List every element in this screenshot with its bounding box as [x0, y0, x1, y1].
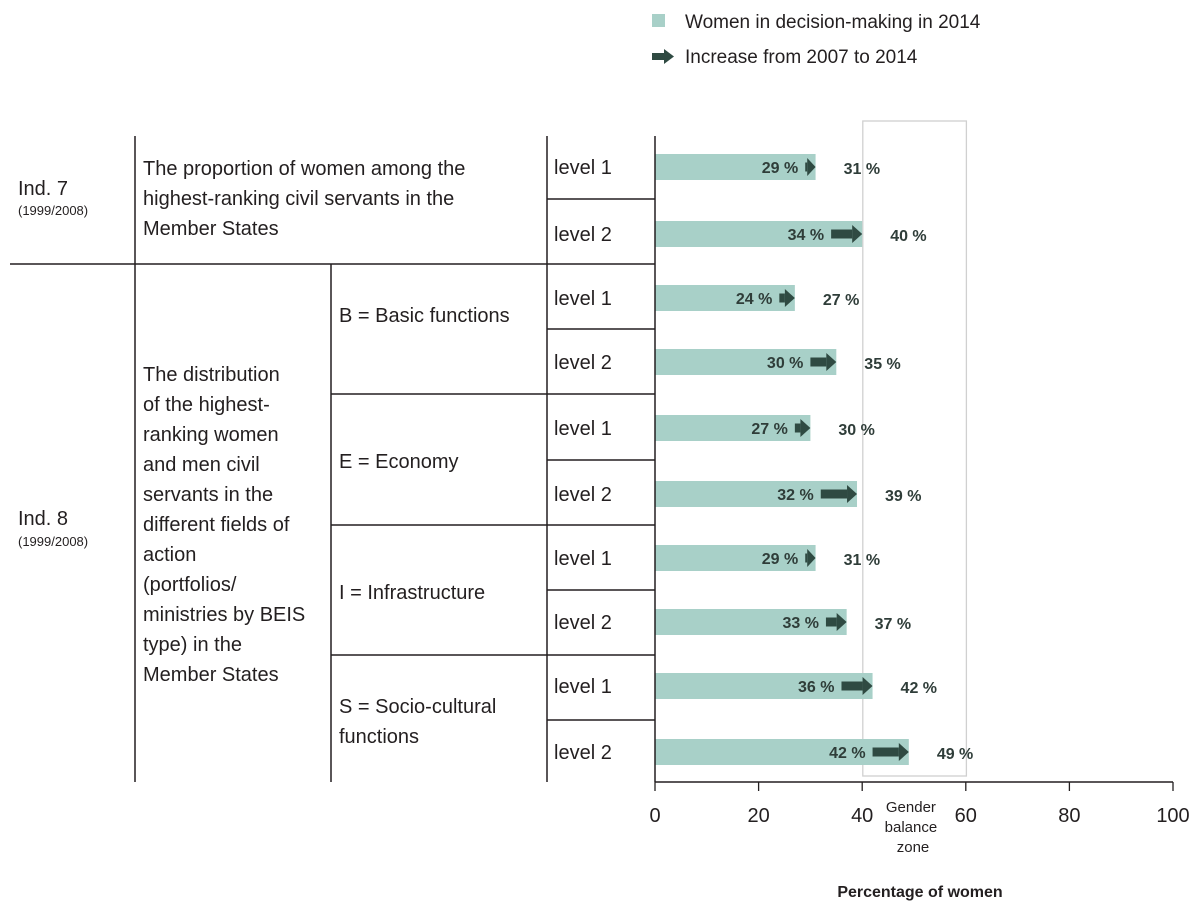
increase-arrow-shaft [825, 617, 837, 627]
ind8-description: The distribution of the highest- ranking… [143, 364, 311, 686]
end-value-label: 49 % [937, 746, 973, 763]
increase-arrow-shaft [794, 423, 801, 433]
ind7-description: The proportion of women among the highes… [143, 158, 471, 240]
increase-arrow-head [807, 549, 816, 567]
legend-arrow-label: Increase from 2007 to 2014 [685, 47, 918, 68]
legend-arrow-icon [652, 49, 674, 64]
bar [655, 154, 816, 180]
end-value-label: 42 % [901, 680, 937, 697]
legend: Women in decision-making in 2014 Increas… [652, 12, 981, 68]
group-infrastructure: I = Infrastructure [339, 582, 485, 604]
increase-arrow-shaft [841, 681, 863, 691]
bar [655, 609, 847, 635]
start-value-label: 24 % [736, 291, 772, 308]
end-value-label: 40 % [890, 228, 926, 245]
row-level-label: level 1 [554, 676, 612, 698]
increase-arrow-head [807, 158, 816, 176]
end-value-label: 31 % [844, 161, 880, 178]
increase-arrow-shaft [805, 553, 808, 563]
x-tick-label: 40 [851, 805, 873, 827]
legend-bar-swatch [652, 14, 665, 27]
x-axis-title: Percentage of women [837, 884, 1002, 901]
increase-arrow-head [800, 419, 811, 437]
bar [655, 415, 811, 441]
ind8-years: (1999/2008) [18, 534, 88, 549]
bar [655, 545, 816, 571]
legend-bar-label: Women in decision-making in 2014 [685, 12, 981, 33]
bar [655, 285, 795, 311]
start-value-label: 33 % [782, 615, 818, 632]
ind7-name: Ind. 7 [18, 178, 68, 200]
row-level-label: level 1 [554, 418, 612, 440]
gender-balance-zone [862, 120, 968, 777]
start-value-label: 32 % [777, 487, 813, 504]
increase-arrow-shaft [805, 162, 808, 172]
row-level-label: level 1 [554, 548, 612, 570]
group-basic-functions: B = Basic functions [339, 305, 510, 327]
group-socio-cultural: S = Socio-cultural functions [339, 696, 502, 748]
row-level-label: level 2 [554, 612, 612, 634]
x-tick-label: 100 [1156, 805, 1189, 827]
start-value-label: 29 % [762, 551, 798, 568]
end-value-label: 30 % [838, 422, 874, 439]
row-level-label: level 2 [554, 352, 612, 374]
ind7-years: (1999/2008) [18, 203, 88, 218]
increase-arrow-head [836, 613, 847, 631]
row-level-label: level 1 [554, 157, 612, 179]
start-value-label: 42 % [829, 745, 865, 762]
chart-marks: level 1 29 % 31 % level 2 34 % 40 % level 1 24 … [554, 154, 973, 765]
x-tick-label: 80 [1058, 805, 1080, 827]
x-tick-label: 0 [649, 805, 660, 827]
row-level-label: level 1 [554, 288, 612, 310]
row-level-label: level 2 [554, 742, 612, 764]
x-tick-label: 60 [955, 805, 977, 827]
end-value-label: 31 % [844, 552, 880, 569]
table-grid [10, 136, 655, 782]
x-axis: 0 20 40 60 80 100 [649, 136, 1190, 827]
end-value-label: 39 % [885, 488, 921, 505]
increase-arrow-head [784, 289, 795, 307]
row-level-label: level 2 [554, 484, 612, 506]
increase-arrow-head [898, 743, 909, 761]
start-value-label: 27 % [751, 421, 787, 438]
x-tick-label: 20 [747, 805, 769, 827]
increase-arrow-head [826, 353, 837, 371]
bar [655, 221, 863, 247]
end-value-label: 37 % [875, 616, 911, 633]
bar [655, 739, 909, 765]
increase-arrow-shaft [810, 357, 827, 367]
increase-arrow-head [852, 225, 863, 243]
ind8-name: Ind. 8 [18, 508, 68, 530]
increase-arrow-shaft [831, 229, 853, 239]
end-value-label: 27 % [823, 292, 859, 309]
increase-arrow-shaft [820, 489, 848, 499]
end-value-label: 35 % [864, 356, 900, 373]
bar [655, 349, 837, 375]
row-level-label: level 2 [554, 224, 612, 246]
start-value-label: 36 % [798, 679, 834, 696]
increase-arrow-head [862, 677, 873, 695]
group-economy: E = Economy [339, 451, 459, 473]
bar [655, 673, 873, 699]
start-value-label: 34 % [788, 227, 824, 244]
start-value-label: 30 % [767, 355, 803, 372]
increase-arrow-shaft [872, 747, 899, 757]
increase-arrow-shaft [779, 293, 785, 303]
gender-balance-zone-label: Gender balance zone [885, 799, 942, 856]
increase-arrow-head [847, 485, 858, 503]
start-value-label: 29 % [762, 160, 798, 177]
